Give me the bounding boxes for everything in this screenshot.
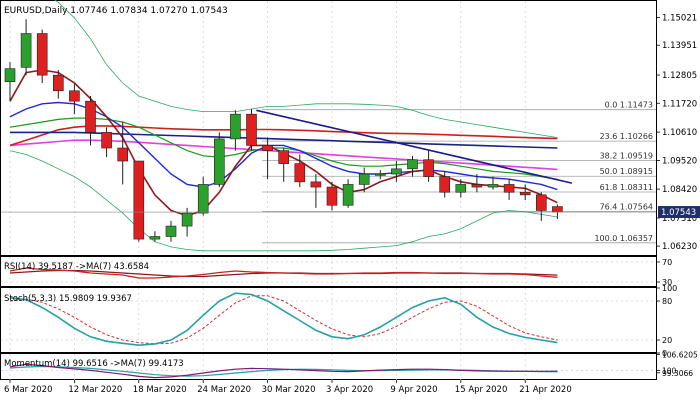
bollinger-bands (9, 0, 558, 252)
stoch-pane-title: Stoch(5,3,3) 15.9809 19.9367 (4, 294, 132, 304)
main-pane-title: EURUSD,Daily 1.07746 1.07834 1.07270 1.0… (4, 6, 228, 16)
momentum-pane-frame (0, 353, 657, 380)
candle-body-6 (101, 132, 112, 149)
time-label-5: 3 Apr 2020 (326, 385, 373, 395)
price-axis: 1.15021 1.13951 1.12805 1.11720 1.10610 1.095… (1, 13, 698, 378)
rsi-tick-label-1: 30 (662, 278, 672, 287)
candle-body-2 (36, 33, 48, 76)
candle-body-30 (487, 184, 499, 188)
ma-red-line (9, 125, 558, 147)
price-tick-label-4: 1.10610 (662, 128, 697, 138)
trendline-line (256, 109, 573, 184)
candle-body-10 (165, 225, 177, 237)
candle-body-9 (149, 236, 161, 240)
price-tick-label-0: 1.15021 (662, 13, 697, 23)
candle-body-26 (423, 159, 434, 177)
momentum-pane-title: Momentum(14) 99.6516 ->MA(7) 99.4173 (4, 359, 184, 369)
candle-body-18 (294, 163, 306, 183)
price-tick-label-3: 1.11720 (662, 99, 697, 109)
price-tick-label-1: 1.13951 (662, 41, 697, 51)
candle-body-13 (214, 138, 225, 185)
time-label-1: 12 Mar 2020 (68, 385, 122, 395)
rsi-tick-label-0: 70 (662, 258, 672, 267)
candle-body-25 (407, 159, 418, 170)
candle-body-27 (439, 176, 451, 193)
ma-mid-line (9, 101, 558, 191)
fib-label-2: 38.2 1.09519 (600, 152, 653, 161)
candle-body-32 (519, 191, 531, 196)
candle-body-0 (4, 68, 16, 82)
price-tick-label-8: 1.06230 (662, 242, 697, 252)
last-price-label: 1.07543 (661, 208, 696, 218)
candle-body-28 (455, 184, 467, 193)
time-axis: 6 Mar 2020 12 Mar 2020 18 Mar 2020 24 Mar 2… (4, 380, 572, 395)
price-tick-label-7: 1.07310 (662, 214, 697, 224)
price-tick-label-6: 1.08420 (662, 185, 697, 195)
time-label-2: 18 Mar 2020 (133, 385, 187, 395)
time-label-0: 6 Mar 2020 (4, 385, 52, 395)
candle-body-16 (262, 145, 273, 151)
momentum-line (9, 363, 558, 379)
rsi-line (9, 267, 558, 279)
grid-lines (9, 1, 526, 380)
price-tick-label-5: 1.09520 (662, 157, 697, 167)
bollinger-lower-line (9, 150, 558, 252)
momentum-tick-label-2: 99.3066 (662, 369, 693, 378)
candle-body-4 (69, 90, 80, 102)
time-label-7: 15 Apr 2020 (455, 385, 508, 395)
ma-navy-line (10, 131, 558, 149)
candle-body-14 (230, 113, 241, 140)
candle-body-24 (391, 168, 402, 175)
candle-body-33 (535, 194, 547, 211)
price-tick-label-2: 1.12805 (662, 71, 697, 81)
candle-body-8 (133, 160, 145, 240)
bollinger-upper-line (54, 0, 558, 138)
rsi-pane-frame (0, 256, 657, 287)
momentum-tick-label-1: 100 (662, 366, 677, 375)
candle-body-19 (310, 181, 322, 188)
fib-label-1: 23.6 1.10266 (600, 132, 653, 141)
candle-body-23 (374, 173, 386, 176)
candle-body-17 (278, 150, 290, 164)
fib-label-3: 50.0 1.08915 (600, 167, 653, 176)
stoch-tick-label-0: 100 (662, 284, 677, 293)
stoch-tick-label-3: 0 (662, 349, 667, 358)
time-label-4: 30 Mar 2020 (262, 385, 316, 395)
fib-label-5: 76.4 1.07564 (600, 202, 653, 211)
candle-body-21 (342, 184, 354, 206)
last-price-tag (658, 206, 700, 219)
time-label-3: 24 Mar 2020 (197, 385, 251, 395)
rsi-pane-title: RSI(14) 39.5187 ->MA(7) 43.6584 (4, 262, 149, 272)
candle-body-7 (117, 147, 128, 162)
candle-body-11 (181, 212, 193, 227)
candle-body-15 (246, 113, 257, 146)
candle-body-5 (85, 100, 96, 133)
fib-label-4: 61.8 1.08311 (600, 183, 653, 192)
candle-body-31 (503, 184, 515, 193)
stoch-d-line (9, 295, 558, 345)
trendline[interactable] (256, 109, 573, 184)
time-label-6: 9 Apr 2020 (390, 385, 437, 395)
momentum-tick-label-0: 106.6205 (662, 350, 698, 359)
stoch-k-line (9, 292, 558, 347)
candle-body-20 (326, 186, 338, 206)
candle-body-3 (52, 74, 64, 92)
candle-body-12 (197, 184, 209, 214)
fib-label-0: 0.0 1.11473 (605, 101, 653, 110)
ma-slow-line (9, 117, 558, 180)
stoch-tick-label-1: 80 (662, 297, 672, 306)
candle-body-29 (471, 184, 483, 188)
fib-label-6: 100.0 1.06357 (594, 234, 653, 243)
candle-body-22 (358, 173, 370, 185)
stoch-tick-label-2: 20 (662, 336, 672, 345)
candle-body-34 (552, 206, 563, 213)
candles (4, 19, 563, 242)
time-label-8: 21 Apr 2020 (519, 385, 572, 395)
candle-body-1 (20, 33, 32, 68)
indicator-lines (1, 261, 656, 379)
main-pane-frame (0, 0, 657, 256)
